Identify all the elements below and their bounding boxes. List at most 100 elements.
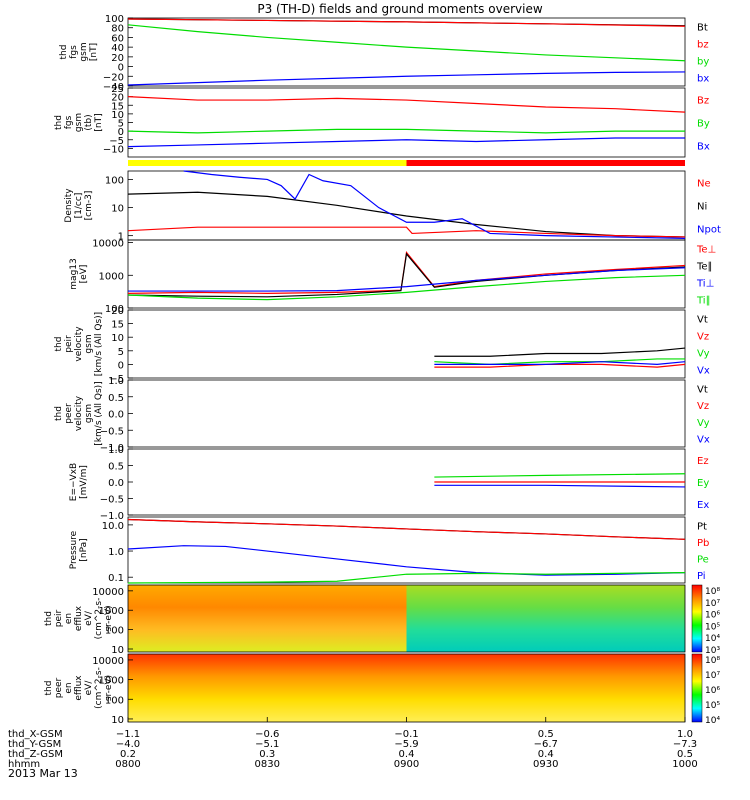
panel-10: 10⁸ 10⁷ 10⁶ 10⁵ 10⁴ 10000 1000 100 10 thd peer en ef… — [44, 653, 720, 726]
y-axis-label-line: peir — [54, 609, 64, 627]
y-tick-label: −10 — [103, 144, 124, 155]
legend-entry: Bt — [697, 23, 708, 34]
y-tick-label: 100 — [105, 695, 124, 706]
y-tick-label: −5 — [109, 136, 124, 147]
x-row-value: 0930 — [533, 759, 558, 770]
x-row-value: 0830 — [255, 759, 280, 770]
y-tick-label: 10000 — [92, 656, 124, 667]
y-axis-label-line: efflux — [74, 605, 84, 631]
y-axis-label-line: mag13 — [69, 258, 79, 289]
legend-entry: by — [697, 57, 709, 68]
legend-entry: Pi — [697, 571, 706, 582]
y-axis-label-line: Pressure — [69, 530, 79, 569]
series-line-Ti∥ — [127, 274, 686, 301]
y-axis-label-line: [km/s (All Qs)] — [94, 312, 104, 376]
legend-entry: Vz — [697, 332, 709, 343]
y-axis-label-line: thd — [44, 611, 54, 626]
colorbar-fill — [691, 653, 703, 723]
heatmap-region — [128, 585, 407, 652]
legend-entry: Ni — [697, 202, 707, 213]
x-row-label: hhmm — [8, 759, 40, 770]
y-tick-label: 1000 — [99, 606, 124, 617]
colorbar: 10⁸ 10⁷ 10⁶ 10⁵ 10⁴ — [691, 653, 720, 726]
y-tick-label: 10 — [111, 110, 124, 121]
x-axis-labels: thd_X-GSM −1.1 −0.6 −0.1 0.5 1.0 thd_Y-GSM −4.0… — [8, 717, 698, 770]
y-tick-label: 1.0 — [108, 547, 124, 558]
y-axis-label: thd peir en efflux eV/(cm^2-s-sr-eV) — [44, 598, 114, 640]
y-tick-label: 100 — [105, 626, 124, 637]
y-axis-label-line: [km/s (All Qs)] — [94, 381, 104, 445]
series-line-Ne — [127, 226, 686, 238]
y-axis-label: thd peer en efflux eV/(cm^2-s-sr-eV) — [44, 667, 114, 709]
y-tick-label: 1.0 — [108, 376, 124, 387]
colorbar-label: 10⁵ — [705, 701, 720, 711]
y-tick-label: 15 — [111, 320, 124, 331]
y-axis-label-line: gsm — [79, 42, 89, 61]
y-tick-label: 80 — [111, 24, 124, 35]
y-tick-label: 40 — [111, 43, 124, 54]
legend-entry: Npot — [697, 225, 721, 236]
y-axis-label: Pressure [nPa] — [69, 530, 89, 569]
colorbar-label: 10⁵ — [705, 622, 720, 632]
x-row-value: 0.4 — [399, 749, 415, 760]
y-axis-label-line: thd — [44, 681, 54, 696]
series-line-Pe — [127, 571, 686, 584]
y-axis-label-line: gsm — [84, 404, 94, 423]
x-row-value: 0.4 — [538, 749, 554, 760]
series-line-Ey — [434, 473, 686, 478]
y-tick-label: 5 — [118, 119, 124, 130]
colorbar-label: 10⁶ — [705, 611, 720, 621]
x-row-label: thd_Y-GSM — [8, 739, 61, 750]
y-axis-label-line: E=−VxB — [69, 463, 79, 501]
y-axis-label-line: fgs — [64, 115, 74, 129]
panel-frame — [127, 379, 686, 448]
legend-entry: By — [697, 119, 710, 130]
x-row-value: −5.1 — [255, 739, 279, 750]
y-tick-label: 10000 — [92, 239, 124, 250]
y-tick-label: 10 — [111, 645, 124, 656]
y-tick-label: 20 — [111, 53, 124, 64]
y-axis-label-line: (cm^2-s- — [94, 598, 104, 640]
y-axis-label: mag13 [eV] — [69, 258, 89, 289]
y-tick-label: 100 — [105, 175, 124, 186]
y-axis-label-line: (tb) — [84, 114, 94, 130]
legend-entry: Ez — [697, 456, 709, 467]
legend-entry: Pt — [697, 521, 707, 532]
panel-frame — [127, 239, 686, 309]
y-axis-label-line: gsm — [84, 334, 94, 353]
y-tick-label: 1.0 — [108, 445, 124, 456]
y-axis-label-line: thd — [54, 337, 64, 352]
y-axis-label-line: gsm — [74, 113, 84, 132]
legend-entry: bz — [697, 40, 709, 51]
series-line-by — [127, 24, 686, 62]
series-line-Ex — [434, 484, 686, 488]
colorbar-label: 10⁶ — [705, 686, 720, 696]
y-axis-label-line: Density — [64, 188, 74, 223]
y-tick-label: 0.1 — [108, 573, 124, 584]
y-axis-label-line: (cm^2-s- — [94, 667, 104, 709]
y-axis-label: thd peir velocity gsm [km/s (All Qs)] — [54, 312, 104, 376]
series-line-Te⊥ — [127, 250, 686, 294]
series-line-Pi — [127, 545, 686, 576]
x-row-value: −1.1 — [116, 729, 140, 740]
colorbar-label: 10⁸ — [705, 587, 720, 597]
y-tick-label: −5 — [109, 374, 124, 385]
y-axis-label-line: eV/ — [84, 610, 94, 626]
y-axis-label-line: [mV/m] — [79, 465, 89, 499]
x-row-value: 0800 — [115, 759, 140, 770]
y-axis-label-line: en — [64, 613, 74, 624]
x-row-label: thd_Z-GSM — [8, 749, 63, 760]
legend-entry: Vx — [697, 435, 710, 446]
y-axis-label-line: thd — [54, 115, 64, 130]
panel-5: 20 15 10 5 0 −5 thd peir velocity gsm [km/s (All Q… — [54, 306, 710, 385]
panel-2 — [128, 160, 685, 166]
series-line-bx — [127, 71, 686, 86]
y-axis-label-line: [cm-3] — [84, 191, 94, 221]
heatmap-region — [406, 585, 685, 652]
